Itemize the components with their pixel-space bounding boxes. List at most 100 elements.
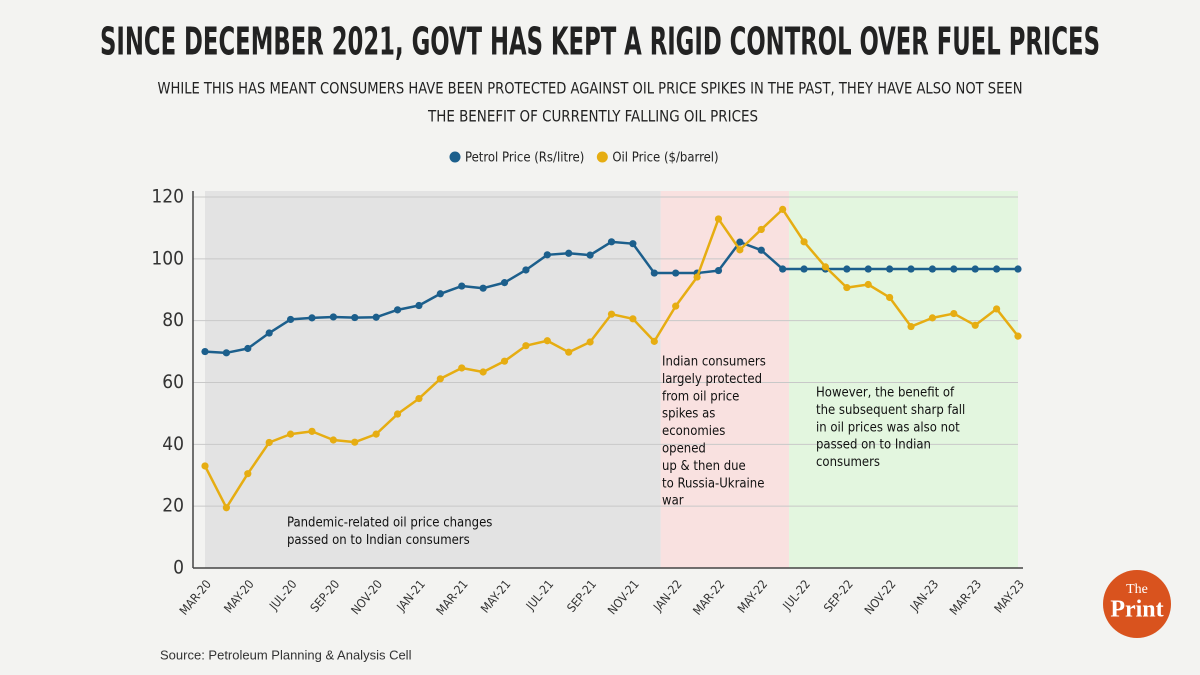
data-point: [693, 273, 701, 281]
y-tick-label: 20: [162, 495, 184, 517]
y-tick-label: 60: [162, 371, 184, 393]
x-tick-label: JAN-21: [393, 577, 428, 614]
x-tick-label: JAN-23: [907, 577, 942, 614]
data-point: [736, 246, 744, 254]
data-point: [522, 266, 530, 274]
data-point: [629, 315, 637, 323]
data-point: [779, 265, 787, 273]
data-point: [672, 302, 680, 310]
annotation: passed on to Indian consumers: [287, 533, 470, 548]
data-point: [308, 314, 316, 322]
data-point: [286, 315, 295, 324]
data-point: [629, 240, 637, 248]
data-point: [928, 265, 937, 273]
data-point: [393, 306, 402, 314]
data-point: [864, 265, 872, 273]
x-tick-label: JUL-22: [779, 577, 813, 613]
annotation: Pandemic-related oil price changes: [287, 516, 492, 531]
data-point: [522, 342, 530, 350]
legend-marker: [449, 151, 461, 163]
annotation: war: [662, 494, 684, 509]
annotation: However, the benefit of: [816, 386, 955, 401]
x-tick-label: SEP-22: [821, 577, 856, 615]
annotation: opened: [662, 442, 706, 457]
data-point: [222, 504, 230, 512]
data-point: [351, 438, 359, 446]
data-point: [244, 344, 252, 353]
data-point: [821, 263, 830, 271]
period-band: [660, 191, 790, 568]
x-tick-label: SEP-21: [564, 577, 599, 615]
data-point: [650, 269, 658, 277]
data-point: [714, 215, 723, 223]
data-point: [393, 410, 402, 418]
y-tick-label: 100: [151, 247, 184, 269]
data-point: [843, 283, 851, 292]
data-point: [886, 265, 894, 273]
data-point: [372, 313, 380, 321]
data-point: [1014, 265, 1022, 273]
data-point: [372, 430, 380, 438]
source: Source: Petroleum Planning & Analysis Ce…: [160, 647, 412, 662]
data-point: [308, 427, 316, 435]
chart-title: SINCE DECEMBER 2021, GOVT HAS KEPT A RIG…: [100, 20, 1100, 64]
data-point: [351, 313, 359, 322]
annotation: economies: [662, 424, 725, 439]
annotation: spikes as: [662, 407, 715, 422]
data-point: [757, 246, 765, 254]
y-tick-label: 40: [162, 433, 184, 455]
data-point: [950, 309, 958, 318]
y-tick-label: 80: [162, 309, 184, 331]
data-point: [415, 301, 423, 310]
data-point: [672, 269, 680, 277]
data-point: [543, 251, 551, 259]
data-point: [201, 462, 209, 470]
data-point: [329, 436, 337, 444]
period-band: [789, 191, 1018, 568]
data-point: [886, 293, 894, 302]
data-point: [864, 280, 872, 289]
x-tick-label: MAR-21: [433, 577, 470, 618]
subtitle: WHILE THIS HAS MEANT CONSUMERS HAVE BEEN…: [158, 79, 1023, 98]
x-tick-label: MAY-21: [478, 577, 514, 616]
data-point: [479, 284, 487, 292]
data-point: [607, 238, 616, 246]
data-point: [1014, 332, 1022, 340]
data-point: [928, 314, 937, 322]
annotation: from oil price: [662, 389, 739, 404]
legend-label: Oil Price ($/barrel): [612, 151, 718, 166]
x-tick-label: MAR-20: [177, 577, 214, 618]
data-point: [565, 249, 573, 257]
annotation: consumers: [816, 455, 880, 470]
logo-text: The: [1126, 582, 1148, 597]
data-point: [607, 310, 616, 318]
data-point: [800, 238, 808, 246]
data-point: [779, 205, 787, 213]
data-point: [286, 430, 295, 438]
data-point: [993, 305, 1001, 313]
annotation: largely protected: [662, 372, 762, 387]
data-point: [265, 329, 273, 337]
data-point: [222, 349, 230, 357]
data-point: [736, 238, 744, 246]
x-tick-label: JAN-22: [650, 577, 685, 614]
annotation: Indian consumers: [662, 355, 766, 370]
y-tick-label: 0: [173, 557, 184, 579]
y-tick-label: 120: [151, 186, 184, 208]
data-point: [971, 265, 979, 273]
data-point: [586, 251, 594, 259]
data-point: [907, 265, 915, 273]
annotation: in oil prices was also not: [816, 420, 960, 435]
data-point: [500, 279, 509, 287]
data-point: [265, 438, 273, 447]
x-tick-label: JUL-21: [523, 577, 557, 613]
data-point: [436, 290, 444, 298]
data-point: [757, 225, 765, 234]
logo-badge: [1103, 570, 1171, 638]
legend-label: Petrol Price (Rs/litre): [465, 151, 584, 166]
data-point: [201, 347, 209, 356]
data-point: [244, 470, 252, 478]
annotation: up & then due: [662, 459, 746, 474]
period-band: [205, 191, 661, 568]
